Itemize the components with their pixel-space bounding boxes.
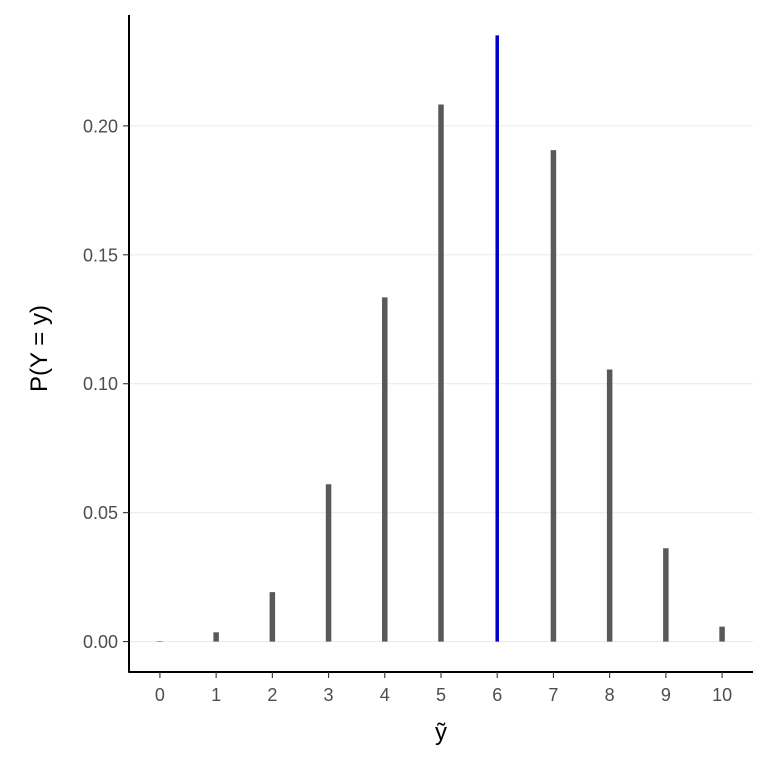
x-tick-label-2: 2 <box>267 685 277 705</box>
x-tick-label-7: 7 <box>548 685 558 705</box>
x-tick-label-8: 8 <box>605 685 615 705</box>
y-tick-label-0: 0.00 <box>83 632 118 652</box>
x-tick-label-10: 10 <box>712 685 732 705</box>
x-tick-label-6: 6 <box>492 685 502 705</box>
x-tick-label-5: 5 <box>436 685 446 705</box>
y-axis-title: P(Y = y) <box>26 305 53 392</box>
bars <box>157 35 725 642</box>
x-tick-label-0: 0 <box>155 685 165 705</box>
x-tick-label-9: 9 <box>661 685 671 705</box>
x-tick-label-1: 1 <box>211 685 221 705</box>
ticks: 0.00 0.05 0.10 0.15 0.20 0 1 2 3 4 5 6 7 8 9 10 <box>83 116 732 705</box>
y-tick-label-1: 0.05 <box>83 503 118 523</box>
y-axis-title-text: P(Y = y) <box>26 305 53 392</box>
y-tick-label-4: 0.20 <box>83 116 118 136</box>
x-tick-label-3: 3 <box>324 685 334 705</box>
x-tick-label-4: 4 <box>380 685 390 705</box>
x-axis-title: ỹ <box>435 719 447 746</box>
y-tick-label-3: 0.15 <box>83 245 118 265</box>
y-tick-label-2: 0.10 <box>83 374 118 394</box>
